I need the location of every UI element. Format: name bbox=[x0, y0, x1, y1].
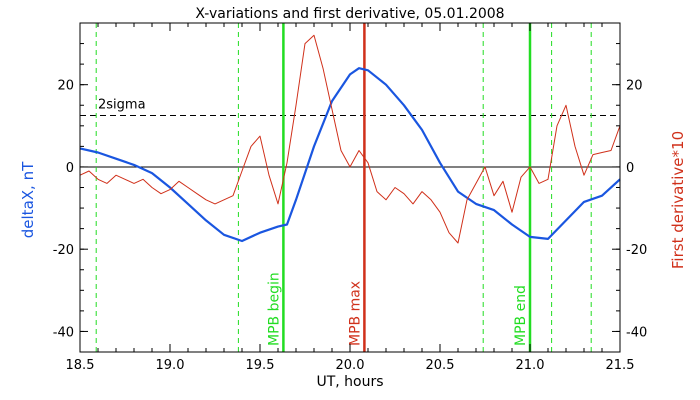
marker-label-3: MPB max bbox=[347, 281, 363, 346]
y-tick-label-left-1: -20 bbox=[53, 243, 74, 258]
y-axis-label-right: First derivative*10 bbox=[669, 131, 687, 269]
marker-label-5: MPB end bbox=[513, 285, 529, 346]
y-tick-label-left-3: 20 bbox=[57, 79, 74, 94]
y-tick-label-left-0: -40 bbox=[53, 325, 74, 340]
y-tick-label-right-3: 20 bbox=[626, 79, 643, 94]
marker-label-2: MPB begin bbox=[266, 272, 282, 346]
y-tick-label-right-0: -40 bbox=[626, 325, 647, 340]
x-tick-label-0: 18.5 bbox=[66, 358, 95, 373]
series-line-derivative bbox=[79, 34, 621, 244]
y-axis-label-left: deltaX, nT bbox=[19, 161, 37, 238]
x-tick-label-5: 21.0 bbox=[516, 358, 545, 373]
y-tick-label-left-2: 0 bbox=[66, 161, 74, 176]
plot-area: 2sigma MPB begin MPB max MPB end 18.5 19.0 19.… bbox=[53, 22, 647, 373]
series-line-deltaX bbox=[79, 67, 621, 243]
x-tick-label-1: 19.0 bbox=[156, 358, 185, 373]
y-tick-label-right-1: -20 bbox=[626, 243, 647, 258]
x-tick-label-3: 20.0 bbox=[336, 358, 365, 373]
x-tick-label-6: 21.5 bbox=[606, 358, 635, 373]
x-tick-label-2: 19.5 bbox=[246, 358, 275, 373]
chart-title: X-variations and first derivative, 05.01… bbox=[195, 6, 504, 22]
x-axis-label: UT, hours bbox=[316, 374, 383, 390]
threshold-label: 2sigma bbox=[98, 98, 146, 113]
y-tick-label-right-2: 0 bbox=[626, 161, 634, 176]
x-tick-label-4: 20.5 bbox=[426, 358, 455, 373]
